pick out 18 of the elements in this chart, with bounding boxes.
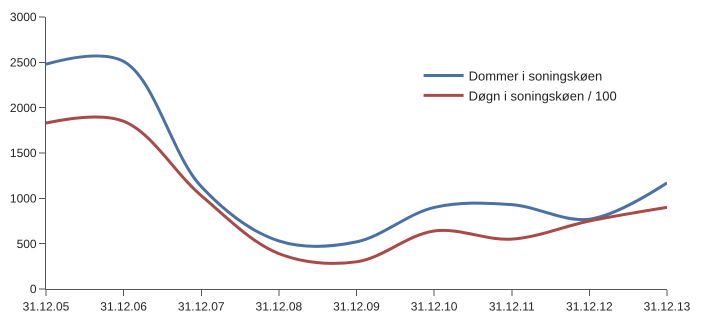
y-tick-label: 2500 [10, 56, 37, 70]
y-tick-label: 1000 [10, 192, 37, 206]
y-tick-label: 1500 [10, 146, 37, 160]
y-tick-label: 3000 [10, 10, 37, 24]
x-tick-label: 31.12.10 [410, 299, 458, 314]
x-tick-label: 31.12.05 [22, 299, 70, 314]
legend-label: Dommer i soningskøen [468, 68, 602, 84]
x-tick-label: 31.12.13 [644, 299, 691, 314]
x-tick-label: 31.12.07 [178, 299, 225, 314]
y-tick-label: 500 [16, 236, 37, 251]
legend-label: Døgn i soningskøen / 100 [468, 88, 617, 104]
x-tick-label: 31.12.08 [256, 299, 303, 314]
y-tick-label: 0 [30, 282, 37, 296]
x-tick-label: 31.12.06 [100, 299, 148, 314]
y-tick-label: 2000 [10, 100, 37, 115]
x-tick-label: 31.12.11 [488, 299, 535, 314]
x-tick-label: 31.12.12 [566, 299, 614, 314]
x-tick-label: 31.12.09 [333, 299, 380, 314]
